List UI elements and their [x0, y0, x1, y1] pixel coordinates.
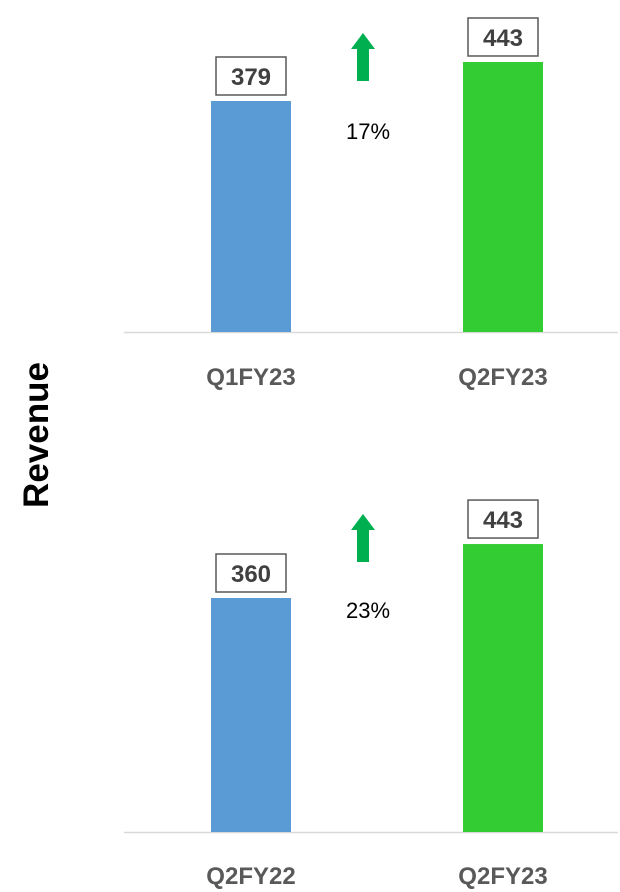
tick-label-q2fy23: Q2FY23	[458, 863, 547, 890]
change-percent-label: 17%	[346, 119, 390, 144]
data-label-box	[215, 56, 287, 96]
data-label: 379	[231, 64, 271, 91]
bar-q1fy23	[211, 100, 291, 332]
tick-label-q2fy22: Q2FY22	[206, 863, 295, 890]
data-label: 443	[483, 507, 523, 534]
data-label: 443	[483, 25, 523, 52]
data-label-box	[215, 553, 287, 593]
bar-q2fy23	[463, 61, 543, 332]
data-label-box	[467, 499, 539, 539]
data-label: 360	[231, 561, 271, 588]
tick-label-q2fy23: Q2FY23	[458, 364, 547, 391]
tick-label-q1fy23: Q1FY23	[206, 364, 295, 391]
up-arrow-icon	[351, 33, 375, 81]
bar-q2fy23	[463, 544, 543, 832]
bar-q2fy22	[211, 598, 291, 832]
change-percent-label: 23%	[346, 598, 390, 623]
up-arrow-icon	[351, 514, 375, 562]
data-label-box	[467, 17, 539, 57]
